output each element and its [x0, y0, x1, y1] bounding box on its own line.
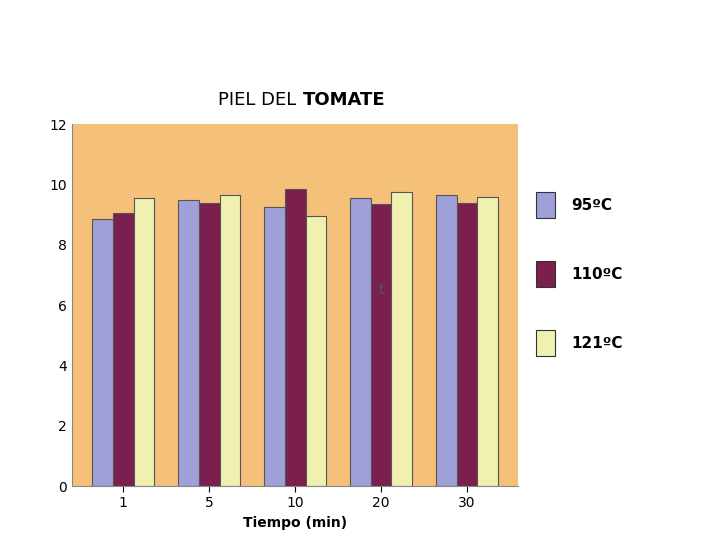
Text: Efecto del tratamiento térmico en el contenido de licopeno: Efecto del tratamiento térmico en el con… [126, 42, 616, 60]
Bar [285, 189, 305, 486]
Bar [92, 219, 113, 486]
Text: TOMATE: TOMATE [302, 91, 385, 109]
Text: PIEL DEL: PIEL DEL [218, 91, 302, 109]
Text: 110ºC: 110ºC [571, 267, 622, 282]
Bar [436, 195, 456, 486]
Bar [264, 207, 285, 486]
Bar [305, 216, 326, 486]
Text: t: t [379, 283, 384, 297]
Bar [536, 192, 555, 218]
Bar [371, 204, 392, 486]
Bar [392, 192, 412, 486]
Bar [220, 195, 240, 486]
Bar [134, 198, 154, 486]
Text: 95ºC: 95ºC [571, 198, 612, 213]
Bar [350, 198, 371, 486]
Bar [536, 261, 555, 287]
Bar [477, 197, 498, 486]
X-axis label: Tiempo (min): Tiempo (min) [243, 516, 347, 530]
Bar [179, 200, 199, 486]
Bar [199, 202, 220, 486]
Text: 121ºC: 121ºC [571, 336, 622, 351]
Bar [536, 330, 555, 356]
Bar [456, 202, 477, 486]
Bar [113, 213, 134, 486]
